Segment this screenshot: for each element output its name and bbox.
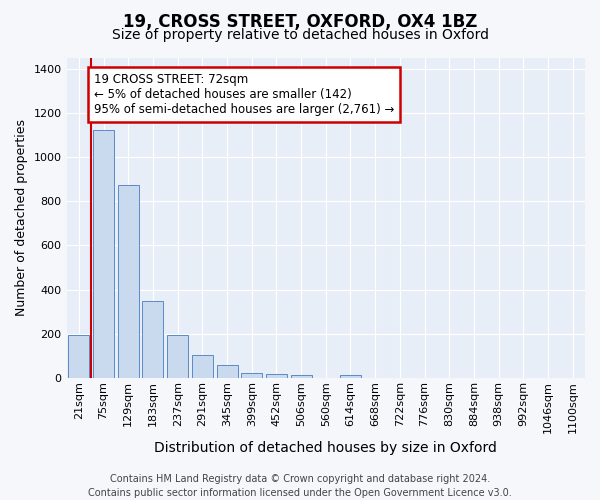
Bar: [118, 184, 139, 378]
Bar: [241, 373, 262, 378]
Text: Contains HM Land Registry data © Crown copyright and database right 2024.
Contai: Contains HM Land Registry data © Crown c…: [88, 474, 512, 498]
Bar: [290, 374, 311, 378]
Text: Size of property relative to detached houses in Oxford: Size of property relative to detached ho…: [112, 28, 488, 42]
Bar: [192, 355, 213, 378]
Y-axis label: Number of detached properties: Number of detached properties: [15, 120, 28, 316]
Bar: [340, 374, 361, 378]
Bar: [167, 335, 188, 378]
Bar: [266, 374, 287, 378]
Bar: [142, 300, 163, 378]
Bar: [217, 366, 238, 378]
X-axis label: Distribution of detached houses by size in Oxford: Distribution of detached houses by size …: [154, 441, 497, 455]
Bar: [68, 335, 89, 378]
Text: 19 CROSS STREET: 72sqm
← 5% of detached houses are smaller (142)
95% of semi-det: 19 CROSS STREET: 72sqm ← 5% of detached …: [94, 73, 395, 116]
Text: 19, CROSS STREET, OXFORD, OX4 1BZ: 19, CROSS STREET, OXFORD, OX4 1BZ: [123, 12, 477, 30]
Bar: [93, 130, 114, 378]
